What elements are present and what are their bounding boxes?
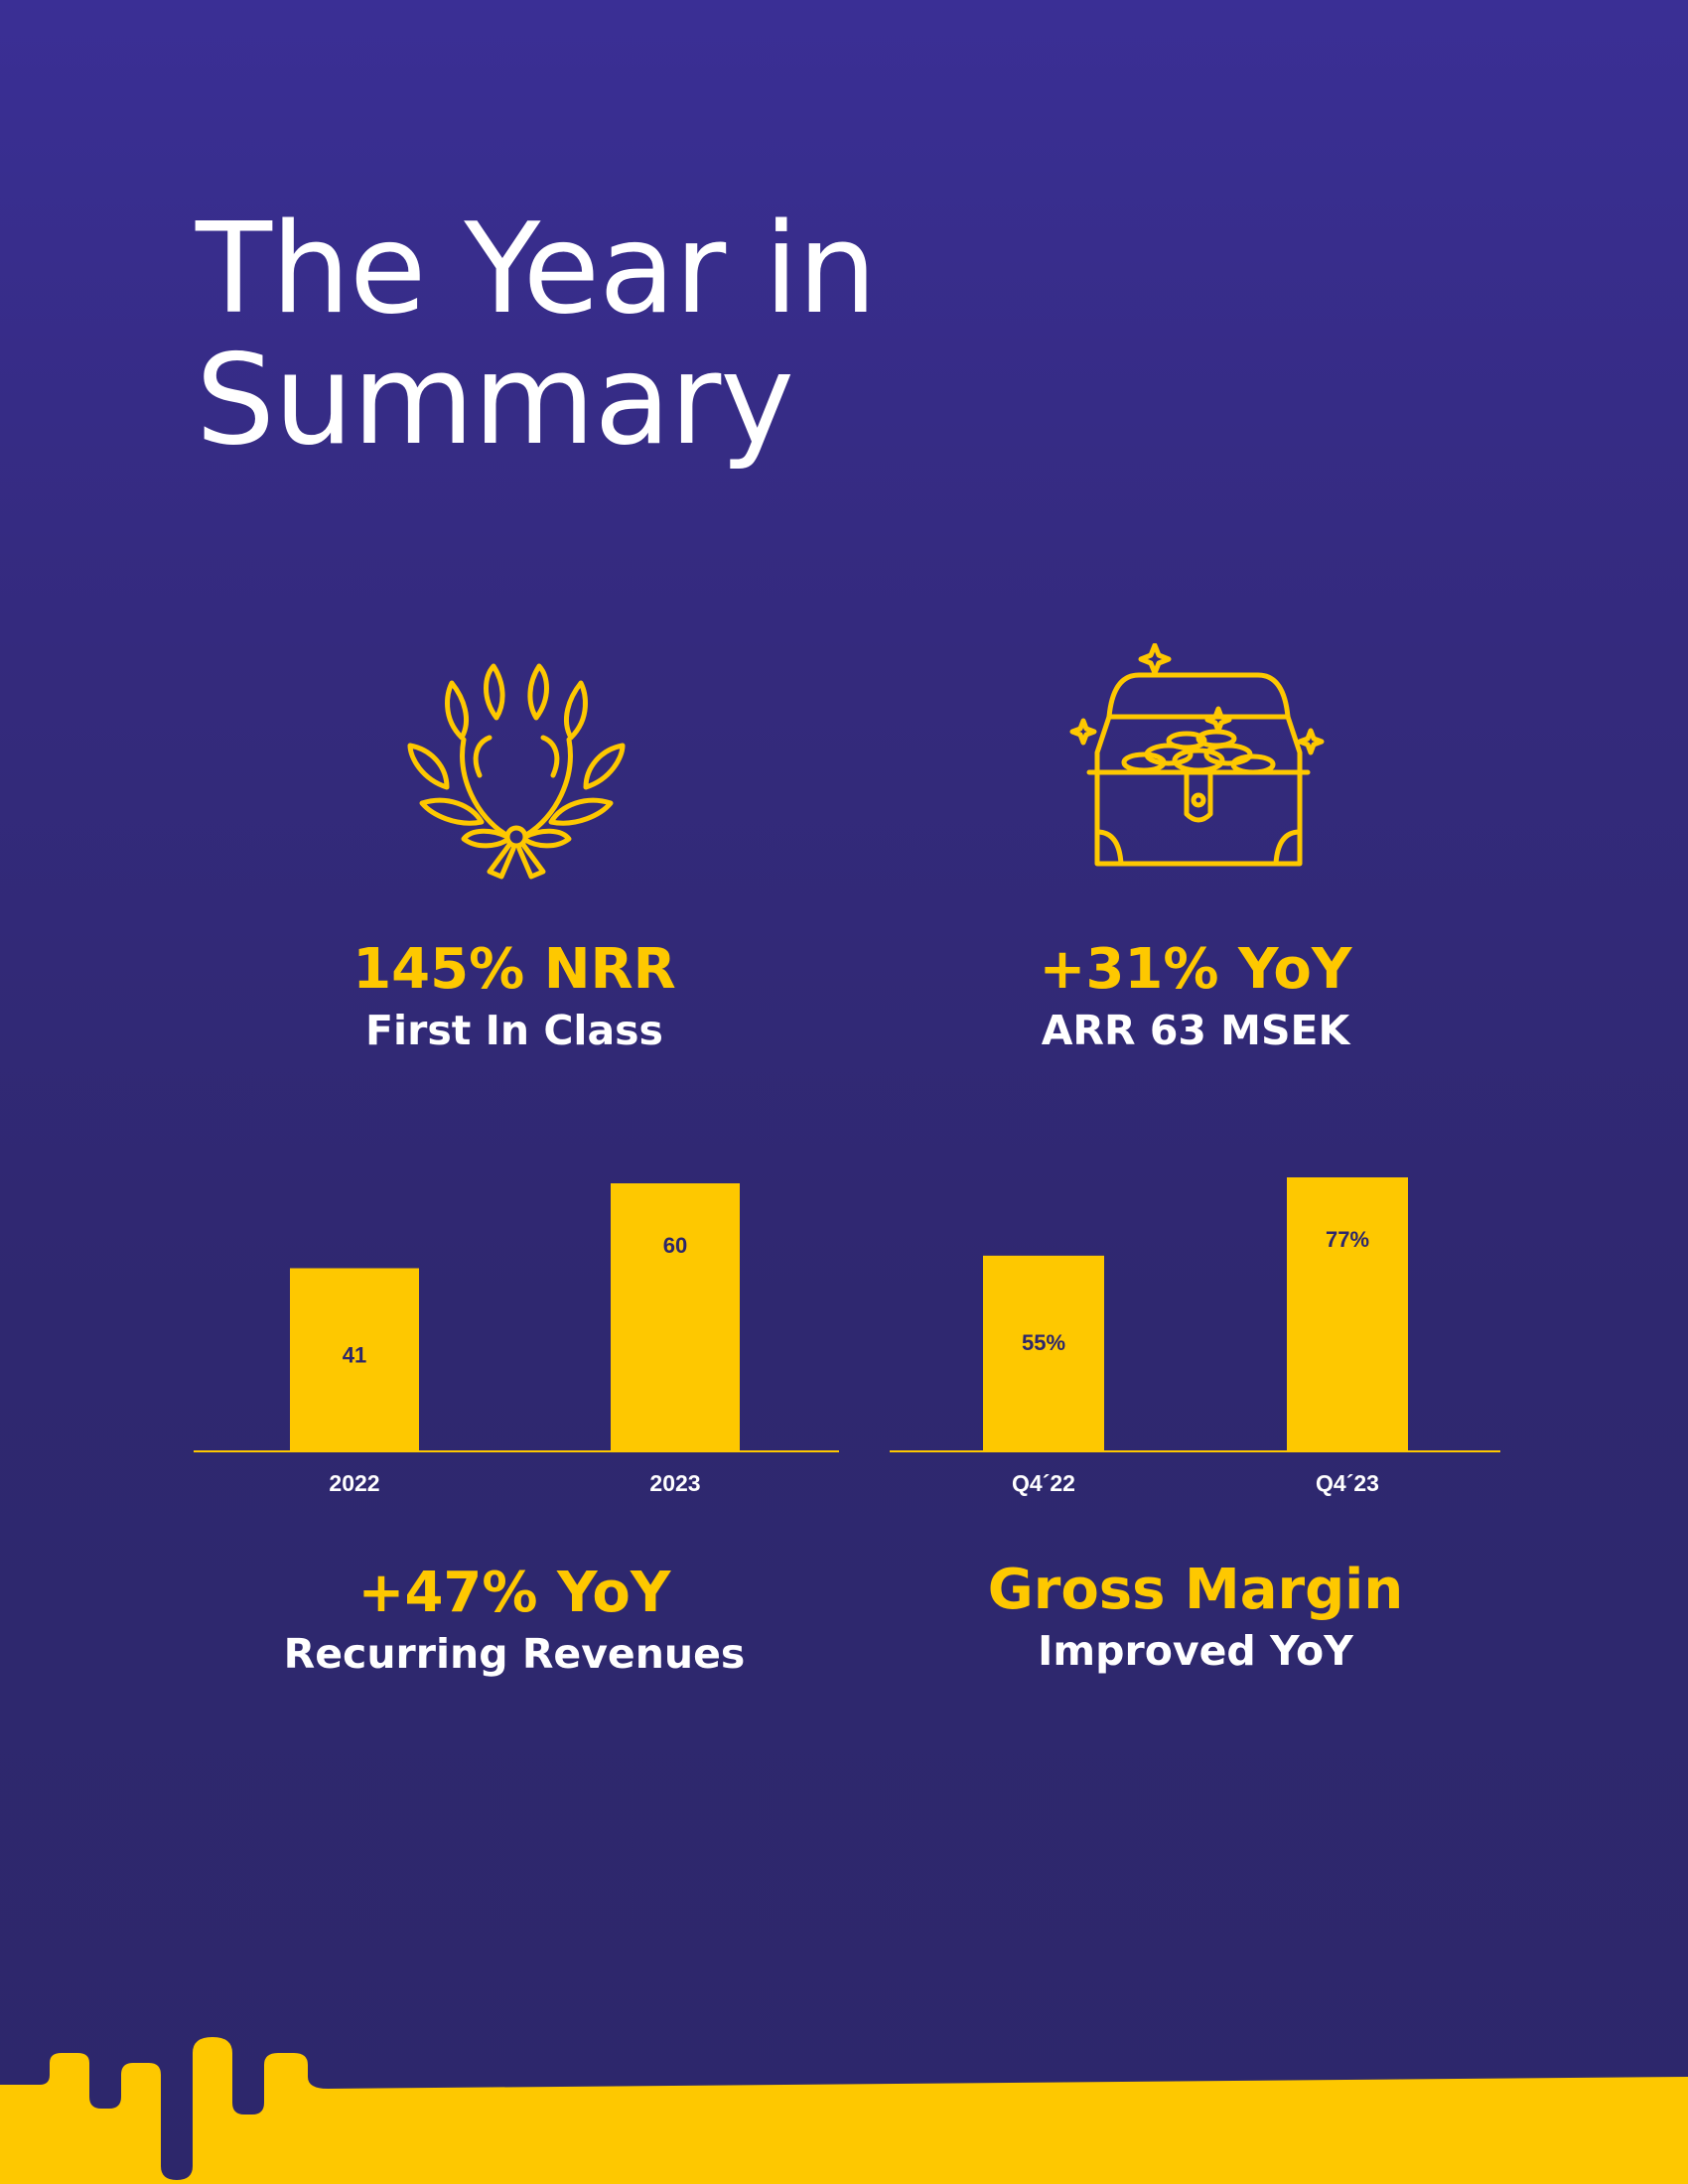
chart-category-label: Q4´23 — [1316, 1470, 1379, 1496]
chart-value-label: 60 — [663, 1233, 687, 1258]
stat-margin: Gross Margin Improved YoY — [848, 1559, 1543, 1676]
chart-bar — [1287, 1177, 1408, 1451]
stat-arr-headline: +31% YoY — [1039, 937, 1352, 1002]
footer-drip-decoration — [0, 2037, 1688, 2184]
chart-value-label: 55% — [1022, 1330, 1065, 1355]
stat-arr: +31% YoY ARR 63 MSEK — [848, 938, 1543, 1055]
chart-category-label: Q4´22 — [1012, 1470, 1075, 1496]
page-title-line1: The Year in — [196, 196, 877, 341]
stat-revenue-subtitle: Recurring Revenues — [283, 1630, 746, 1678]
stat-margin-headline: Gross Margin — [987, 1558, 1404, 1622]
laurel-wreath-icon — [407, 663, 626, 880]
chart-category-label: 2022 — [329, 1470, 379, 1496]
gross-margin-bar-chart: 55% Q4´22 77% Q4´23 — [890, 1177, 1500, 1496]
treasure-chest-icon — [1069, 643, 1325, 867]
stat-arr-subtitle: ARR 63 MSEK — [1041, 1007, 1350, 1054]
chart-value-label: 77% — [1326, 1227, 1369, 1252]
page-title: The Year in Summary — [196, 204, 877, 466]
chart-value-label: 41 — [343, 1343, 366, 1368]
stat-nrr-subtitle: First In Class — [365, 1007, 663, 1054]
chart-category-label: 2023 — [649, 1470, 700, 1496]
chart-bar — [290, 1268, 419, 1451]
stat-margin-subtitle: Improved YoY — [1038, 1627, 1353, 1675]
stat-revenue: +47% YoY Recurring Revenues — [167, 1562, 862, 1679]
stat-nrr: 145% NRR First In Class — [167, 938, 862, 1055]
chart-bar — [611, 1183, 740, 1451]
revenue-bar-chart: 41 2022 60 2023 — [194, 1183, 839, 1496]
chart-bar — [983, 1255, 1104, 1451]
stat-nrr-headline: 145% NRR — [352, 937, 676, 1002]
stat-revenue-headline: +47% YoY — [357, 1561, 671, 1625]
page-title-line2: Summary — [196, 327, 794, 473]
